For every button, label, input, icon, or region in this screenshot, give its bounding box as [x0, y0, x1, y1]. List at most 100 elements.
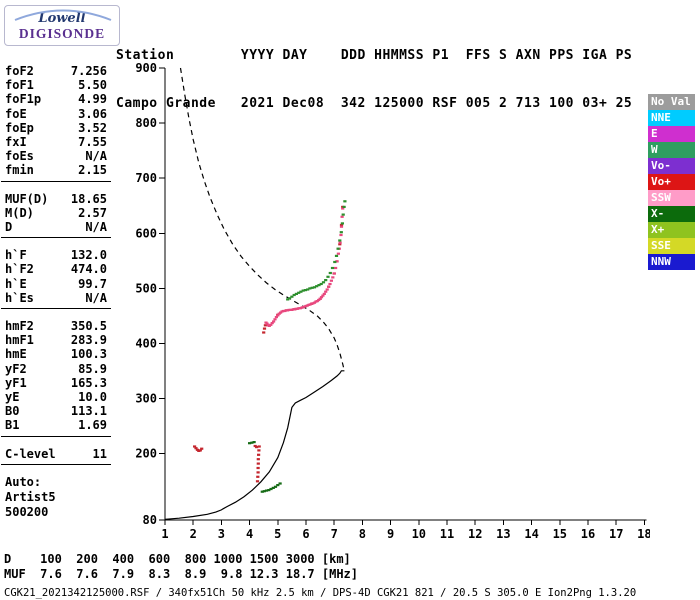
param-value: 18.65 [70, 191, 107, 206]
param-label: foF1 [5, 78, 34, 93]
param-footer-text: Auto: [5, 474, 42, 489]
x-tick-label: 1 [161, 527, 168, 541]
distance-row: D 100 200 400 600 800 1000 1500 3000 [km… [4, 552, 351, 566]
o-trace-pink-point [339, 225, 344, 228]
param-row: yE 10.0 [5, 390, 107, 404]
logo-swoosh-icon [14, 9, 112, 21]
x-trace-green-point [328, 271, 332, 275]
x-trace-dark-green-point [248, 442, 252, 445]
param-label: D [5, 220, 13, 235]
param-label: h`Es [5, 290, 34, 305]
x-tick-label: 5 [274, 527, 281, 541]
param-value: 350.5 [70, 319, 107, 334]
x-tick-label: 4 [246, 527, 253, 541]
x-trace-green-point [338, 239, 342, 242]
param-row: foE 3.06 [5, 107, 107, 121]
x-trace-green-point [339, 231, 343, 234]
o-trace-pink-point [332, 272, 336, 275]
lowell-digisonde-logo: Lowell DIGISONDE [4, 5, 120, 46]
x-trace-dark-green-point [252, 441, 256, 444]
x-tick-label: 11 [440, 527, 454, 541]
x-trace-green-point [333, 260, 337, 264]
x-tick-label: 17 [609, 527, 623, 541]
y-tick-label: 600 [135, 226, 157, 240]
x-trace-dark-green-point [250, 441, 254, 444]
param-value: 283.9 [70, 333, 107, 348]
x-tick-label: 16 [581, 527, 595, 541]
transmission-curve [179, 67, 345, 372]
param-row: yF2 85.9 [5, 362, 107, 376]
o-trace-red-point [257, 445, 261, 448]
param-label: C-level [5, 446, 56, 461]
legend: No Val NNE E W Vo- Vo+ SSW X- X+ SSE NNW [648, 94, 695, 270]
param-label: foEp [5, 120, 34, 135]
o-trace-pink-point [269, 323, 273, 326]
legend-item-vo-: Vo- [648, 158, 695, 174]
param-value: 85.9 [78, 361, 107, 376]
param-value: 132.0 [70, 248, 107, 263]
param-label: h`F [5, 248, 27, 263]
o-trace-pink-point [321, 294, 325, 297]
param-row: hmF1 283.9 [5, 333, 107, 347]
o-trace-red-point [256, 471, 260, 474]
o-trace-red-point [257, 453, 261, 456]
parameter-panel: foF2 7.256 foF1 5.50 foF1p 4.99 foE 3.06 foEp 3.5… [1, 64, 111, 533]
logo-brand: Lowell [38, 11, 86, 26]
param-group: hmF2 350.5 hmF1 283.9 hmE 100.3 yF2 85.9 yF1 165.… [1, 319, 111, 437]
param-row: foF1p 4.99 [5, 92, 107, 106]
param-label: hmE [5, 347, 27, 362]
o-trace-pink-point [325, 288, 329, 291]
y-tick-label: 400 [135, 337, 157, 351]
param-label: yE [5, 390, 20, 405]
param-value: 2.57 [78, 205, 107, 220]
param-label: yF2 [5, 361, 27, 376]
param-row: B0 113.1 [5, 404, 107, 418]
param-value: 7.256 [70, 64, 107, 78]
x-tick-label: 8 [359, 527, 366, 541]
x-trace-dark-green-point [264, 489, 269, 492]
param-label: B1 [5, 418, 20, 433]
y-tick-label: 800 [135, 116, 157, 130]
o-trace-pink-point [335, 260, 339, 263]
param-row: h`F 132.0 [5, 248, 107, 262]
o-trace-pink-point [340, 215, 344, 218]
legend-item-w: W [648, 142, 695, 158]
o-trace-red-point [338, 243, 342, 246]
o-trace-pink-point [336, 252, 340, 255]
o-trace-pink-point [318, 297, 322, 300]
y-tick-label: 200 [135, 447, 157, 461]
x-trace-green-point [312, 286, 317, 289]
param-label: h`F2 [5, 262, 34, 277]
x-trace-dark-green-point [271, 486, 275, 489]
param-label: foE [5, 106, 27, 121]
y-tick-label: 80 [143, 513, 157, 527]
x-trace-green-point [317, 284, 321, 287]
param-row: D N/A [5, 220, 107, 234]
param-value: 474.0 [70, 262, 107, 277]
legend-item-x+: X+ [648, 222, 695, 238]
x-tick-label: 7 [331, 527, 338, 541]
o-trace-red-point [339, 223, 344, 227]
param-row: M(D) 2.57 [5, 206, 107, 220]
param-value: N/A [85, 220, 107, 235]
o-trace-red-point [256, 462, 260, 465]
x-trace-dark-green-point [276, 484, 280, 487]
param-group: C-level 11 [1, 447, 111, 465]
legend-item-ssw: SSW [648, 190, 695, 206]
legend-item-no-val: No Val [648, 94, 695, 110]
x-tick-label: 15 [553, 527, 567, 541]
o-trace-pink-point [315, 300, 319, 303]
o-trace-red-point [262, 331, 266, 334]
param-row: C-level 11 [5, 447, 107, 461]
param-row: h`F2 474.0 [5, 262, 107, 276]
param-group: foF2 7.256 foF1 5.50 foF1p 4.99 foE 3.06 foEp 3.5… [1, 64, 111, 182]
param-footer-line: Auto: [5, 475, 107, 490]
param-row: MUF(D) 18.65 [5, 192, 107, 206]
param-footer-text: Artist5 [5, 489, 56, 504]
param-label: yF1 [5, 375, 27, 390]
x-trace-green-point [303, 289, 307, 292]
legend-item-x-: X- [648, 206, 695, 222]
x-trace-dark-green-point [269, 487, 273, 491]
legend-item-e: E [648, 126, 695, 142]
x-trace-green-point [330, 266, 335, 270]
